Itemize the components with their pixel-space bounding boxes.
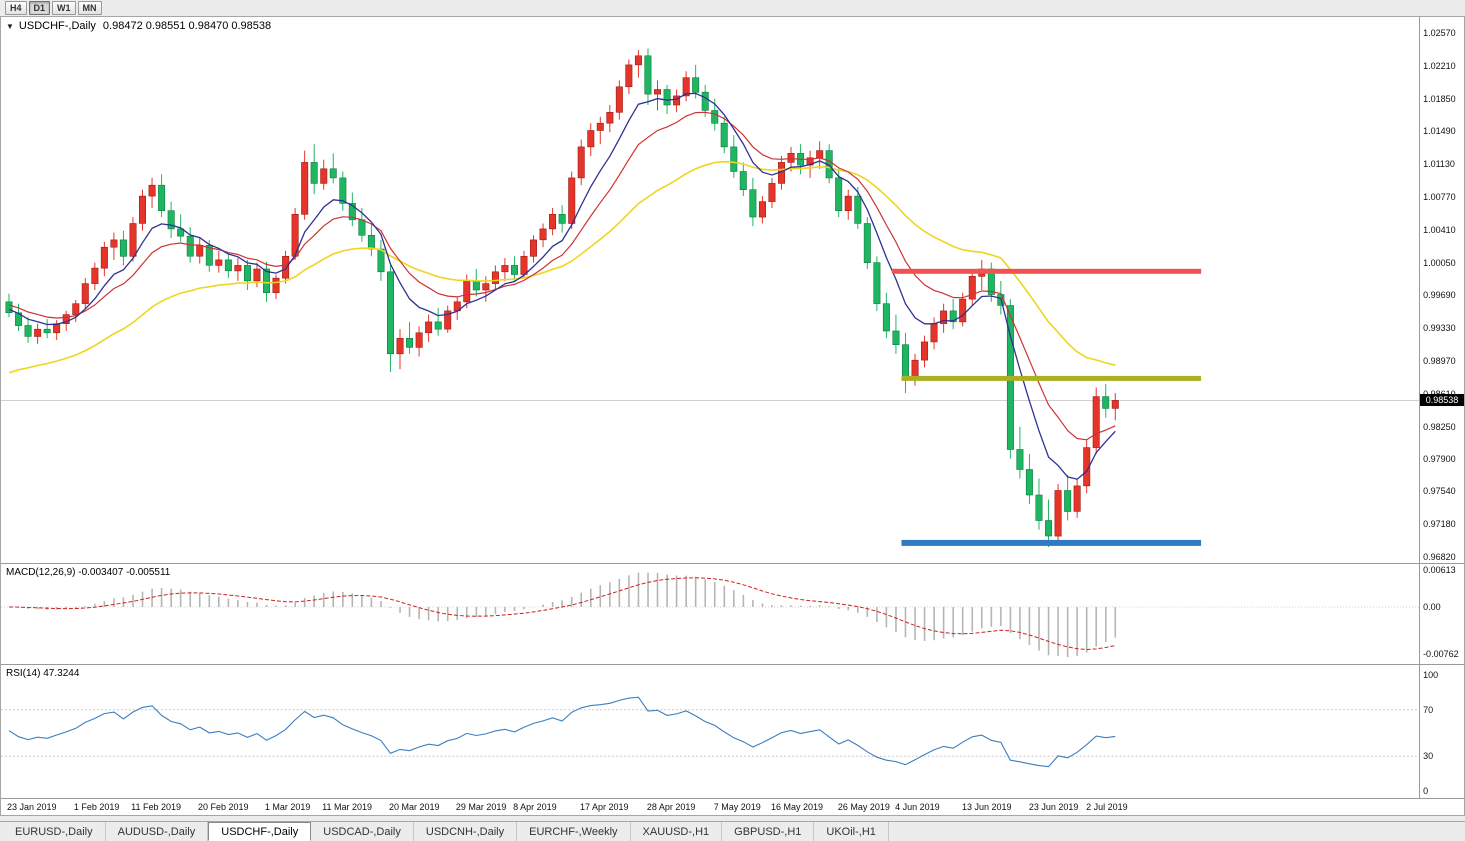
date-label: 13 Jun 2019: [962, 802, 1012, 812]
chart-tab-eurusd-daily[interactable]: EURUSD-,Daily: [3, 822, 106, 841]
timeframe-button-w1[interactable]: W1: [52, 1, 76, 15]
price-axis-label: 1.01130: [1423, 159, 1455, 170]
date-label: 26 May 2019: [837, 802, 890, 812]
price-axis-label: 1.02210: [1423, 60, 1456, 71]
chart-tab-usdcnh-daily[interactable]: USDCNH-,Daily: [414, 822, 518, 841]
date-label: 2 Jul 2019: [1086, 802, 1128, 812]
price-axis-label: 1.00050: [1423, 257, 1456, 268]
current-price-tag: 0.98538: [1420, 394, 1465, 407]
timeframe-button-h4[interactable]: H4: [5, 1, 27, 15]
date-label: 23 Jun 2019: [1028, 802, 1079, 812]
chart-title: ▼ USDCHF-,Daily 0.98472 0.98551 0.98470 …: [6, 20, 271, 32]
scroll-strip[interactable]: [0, 815, 1465, 821]
price-axis-label: 0.98970: [1423, 356, 1456, 367]
macd-axis-label: 0.00613: [1423, 565, 1456, 575]
rsi-label: RSI(14) 47.3244: [6, 668, 80, 679]
price-axis-label: 0.98250: [1423, 421, 1456, 432]
rsi-pane: RSI(14) 47.3244 100 70 30 0: [1, 664, 1464, 798]
main-plot[interactable]: ▼ USDCHF-,Daily 0.98472 0.98551 0.98470 …: [1, 17, 1420, 563]
fast-ma: [8, 92, 1116, 480]
chart-tab-audusd-daily[interactable]: AUDUSD-,Daily: [106, 822, 209, 841]
price-axis-label: 1.01490: [1423, 126, 1456, 137]
price-axis-label: 1.02570: [1423, 28, 1456, 38]
date-label: 23 Jan 2019: [7, 802, 57, 812]
chart-tab-ukoil-h1[interactable]: UKOil-,H1: [814, 822, 889, 841]
timeframe-button-d1[interactable]: D1: [28, 1, 51, 15]
support-line: [901, 539, 1202, 546]
macd-plot[interactable]: MACD(12,26,9) -0.003407 -0.005511: [1, 564, 1420, 664]
timeframe-button-mn[interactable]: MN: [77, 1, 102, 15]
rsi-axis-label: 100: [1423, 670, 1439, 680]
rsi-axis-label: 0: [1423, 786, 1429, 796]
chart-tab-eurchf-weekly[interactable]: EURCHF-,Weekly: [517, 822, 631, 841]
macd-axis[interactable]: 0.00613 0.00 -0.00762: [1419, 564, 1464, 664]
date-label: 7 May 2019: [713, 802, 761, 812]
date-label: 11 Feb 2019: [131, 802, 182, 812]
date-label: 16 May 2019: [771, 802, 824, 812]
date-label: 1 Mar 2019: [264, 802, 311, 812]
chart-tab-usdchf-daily[interactable]: USDCHF-,Daily: [208, 822, 312, 841]
rsi-axis-label: 30: [1423, 751, 1434, 762]
timeframe-toolbar: H4 D1 W1 MN: [0, 0, 1465, 17]
price-axis-label: 0.98610: [1423, 389, 1456, 399]
price-axis-label: 1.00410: [1423, 224, 1456, 235]
rsi-axis[interactable]: 100 70 30 0: [1419, 665, 1464, 798]
price-axis-label: 0.96820: [1423, 552, 1456, 562]
chart-tab-gbpusd-h1[interactable]: GBPUSD-,H1: [722, 822, 815, 841]
main-price-pane: ▼ USDCHF-,Daily 0.98472 0.98551 0.98470 …: [1, 17, 1465, 563]
date-label: 1 Feb 2019: [73, 802, 120, 812]
resistance-line: [891, 268, 1202, 274]
date-label: 11 Mar 2019: [322, 802, 373, 812]
price-axis[interactable]: 0.98538 1.02570 1.02210 1.01850 1.01490 1.01…: [1419, 17, 1465, 563]
price-axis-label: 1.00770: [1423, 192, 1456, 203]
chart-tab-xauusd-h1[interactable]: XAUUSD-,H1: [631, 822, 723, 841]
price-axis-label: 0.99330: [1423, 323, 1456, 334]
macd-pane: MACD(12,26,9) -0.003407 -0.005511 0.0061…: [1, 563, 1464, 664]
price-axis-label: 0.97540: [1423, 486, 1456, 497]
date-label: 20 Mar 2019: [389, 802, 440, 812]
date-label: 20 Feb 2019: [198, 802, 249, 812]
price-axis-label: 1.01850: [1423, 93, 1456, 104]
date-label: 17 Apr 2019: [580, 802, 629, 812]
rsi-chart[interactable]: [1, 665, 1420, 798]
macd-chart[interactable]: [1, 564, 1420, 664]
date-label: 28 Apr 2019: [646, 802, 696, 812]
time-axis[interactable]: 23 Jan 2019 1 Feb 2019 11 Feb 2019 20 Feb 2…: [1, 798, 1464, 815]
chart-tab-usdcad-daily[interactable]: USDCAD-,Daily: [311, 822, 414, 841]
price-axis-label: 0.99690: [1423, 290, 1456, 301]
date-label: 4 Jun 2019: [895, 802, 940, 812]
candlestick-chart[interactable]: [1, 17, 1420, 563]
macd-label: MACD(12,26,9) -0.003407 -0.005511: [6, 567, 171, 578]
ohlc-values: 0.98472 0.98551 0.98470 0.98538: [102, 20, 272, 32]
price-axis-label: 0.97180: [1423, 519, 1456, 530]
symbol-label: USDCHF-,Daily: [18, 20, 96, 32]
mid-line: [901, 375, 1202, 381]
rsi-axis-label: 70: [1423, 704, 1434, 715]
price-axis-label: 0.97900: [1423, 453, 1456, 464]
macd-axis-label: 0.00: [1423, 602, 1441, 612]
date-label: 29 Mar 2019: [455, 802, 507, 812]
macd-axis-label: -0.00762: [1423, 649, 1459, 659]
medium-ma: [8, 111, 1116, 441]
date-label: 8 Apr 2019: [513, 802, 557, 812]
chart-window: ▼ USDCHF-,Daily 0.98472 0.98551 0.98470 …: [0, 17, 1465, 815]
symbol-dropdown-icon[interactable]: ▼: [6, 21, 14, 31]
slow-ma: [8, 160, 1116, 374]
chart-tabs: EURUSD-,Daily AUDUSD-,Daily USDCHF-,Daily U…: [0, 821, 1465, 841]
rsi-plot[interactable]: RSI(14) 47.3244: [1, 665, 1420, 798]
